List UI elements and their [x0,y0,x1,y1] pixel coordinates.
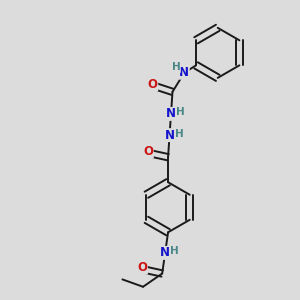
Text: N: N [160,246,170,260]
Text: N: N [166,107,176,120]
Text: N: N [179,66,189,79]
Text: O: O [148,78,158,91]
Text: H: H [175,129,183,139]
Text: H: H [172,62,180,72]
Text: N: N [164,129,175,142]
Text: H: H [176,107,185,118]
Text: O: O [143,145,153,158]
Text: H: H [170,246,179,256]
Text: O: O [137,261,148,274]
